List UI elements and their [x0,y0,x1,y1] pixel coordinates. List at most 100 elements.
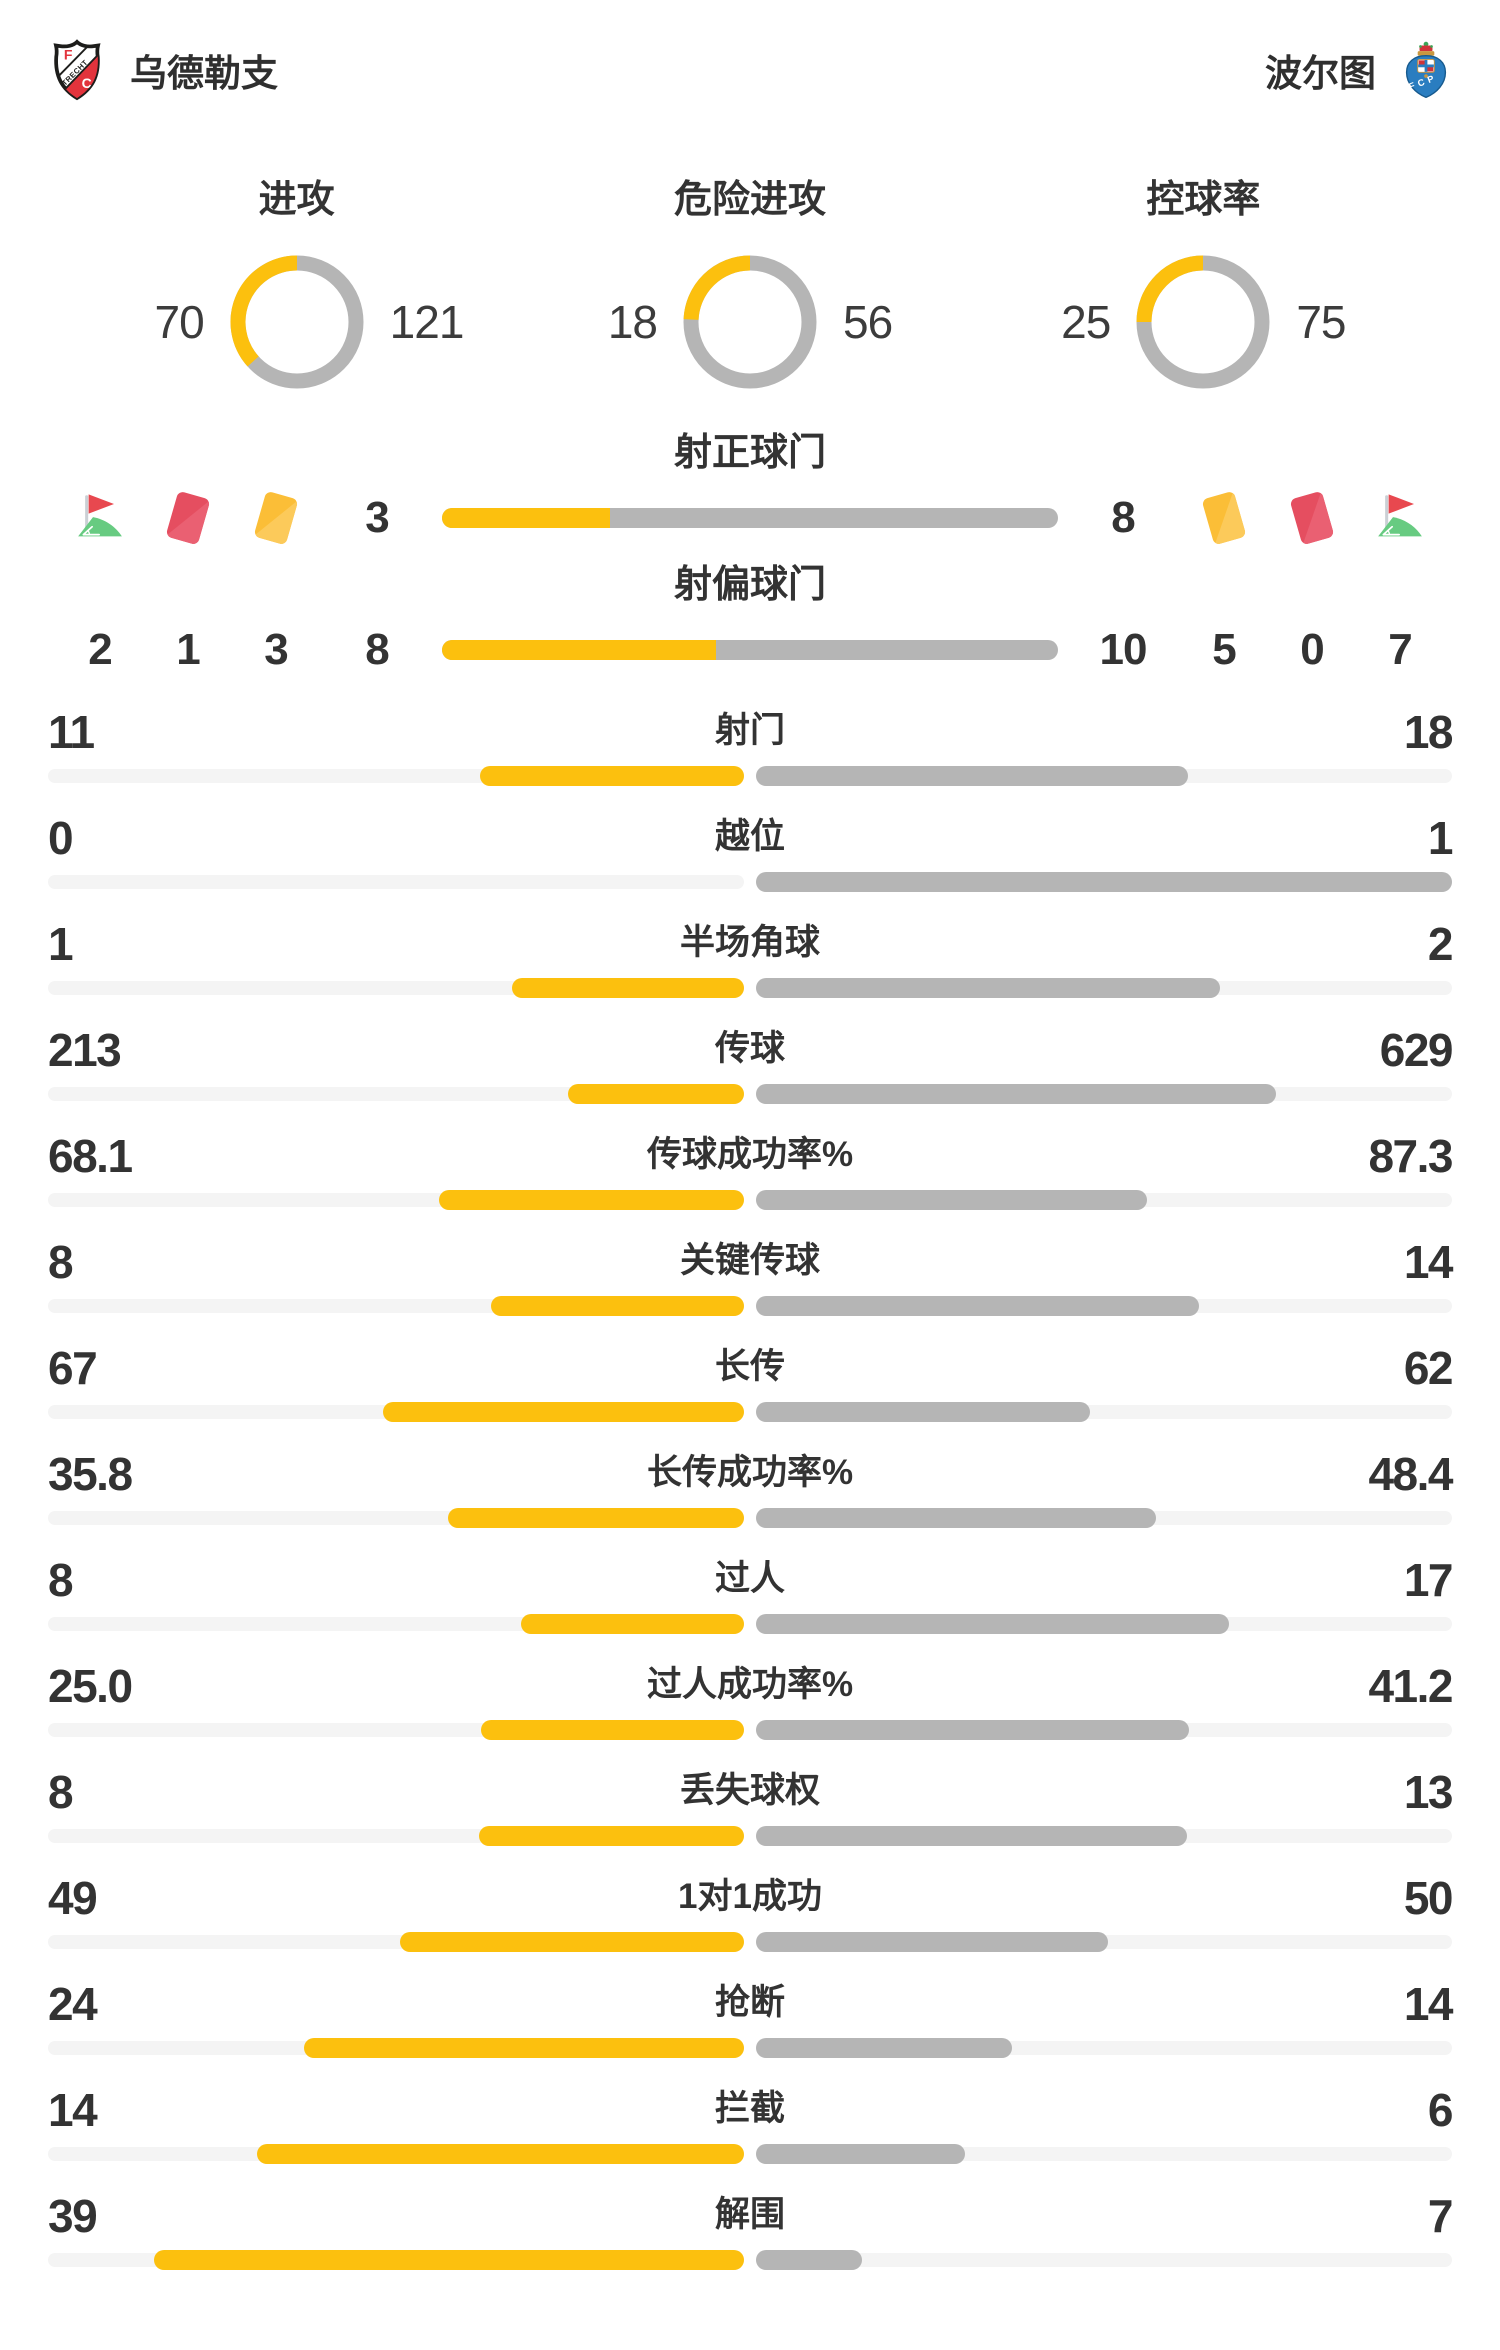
stat-label: 过人成功率% [646,1665,854,1704]
away-bar-fill [756,1720,1190,1740]
stat-bar [48,1296,1452,1316]
away-bar-half [756,1084,1452,1104]
home-stat-value: 8 [48,1554,74,1606]
shots-on-target-title: 射正球门 [673,432,826,474]
header: UTRECHT F C 乌德勒支 波尔图 FCP [0,0,1500,102]
home-bar-fill [567,1084,744,1104]
home-discipline-counts: 2 1 3 [56,621,312,679]
shots-section: 射正球门 3 8 [0,431,1500,679]
stat-bar [48,2038,1452,2058]
home-bar-half [48,2144,744,2164]
shots-off-target-bar [442,640,1058,660]
away-bar-half [756,1296,1452,1316]
corner-flag-icon [1372,489,1428,547]
away-discipline-counts: 5 0 7 [1188,621,1444,679]
away-bar-half [756,1614,1452,1634]
away-discipline-icons [1188,489,1444,547]
home-bar-fill [490,1296,744,1316]
stat-bar [48,2250,1452,2270]
stat-row: 14 拦截 6 [48,2083,1454,2189]
away-stat-value: 62 [1403,1342,1454,1394]
possession-donut-chart [1136,255,1270,389]
stat-bar [48,1614,1452,1634]
stat-row: 11 射门 18 [48,705,1454,811]
home-bar-half [48,1084,744,1104]
home-corners-count: 2 [88,625,112,674]
home-bar-half [48,872,744,892]
home-bar-fill [153,2250,744,2270]
home-bar-half [48,1190,744,1210]
stat-row: 35.8 长传成功率% 48.4 [48,1447,1453,1553]
away-stat-value: 13 [1403,1766,1454,1818]
away-bar-half [756,1826,1452,1846]
stat-row: 213 传球 629 [48,1023,1454,1129]
away-bar-fill [756,978,1221,998]
home-shots-on-target: 3 [365,493,389,542]
away-shots-on-target: 8 [1111,493,1135,542]
away-stat-value: 41.2 [1368,1660,1453,1712]
away-stat-value: 7 [1427,2190,1454,2242]
away-team: 波尔图 FCP [1265,40,1452,101]
home-stat-value: 0 [48,812,74,864]
stat-label: 关键传球 [679,1241,820,1280]
home-bar-half [48,1614,744,1634]
away-bar-half [756,2038,1452,2058]
home-bar-fill [521,1614,744,1634]
away-bar-fill [756,1190,1147,1210]
home-stat-value: 39 [48,2190,98,2242]
red-card-icon [1284,489,1340,547]
stat-label: 过人 [714,1559,785,1598]
away-bar-half [756,766,1452,786]
away-bar-fill [756,766,1188,786]
home-bar-fill [512,978,744,998]
stat-label: 丢失球权 [679,1771,820,1810]
away-bar-fill [756,1084,1276,1104]
home-bar-fill [399,1932,744,1952]
stat-bar [48,1190,1452,1210]
stat-label: 长传成功率% [646,1453,854,1492]
donut-dangerous-attacks: 危险进攻 18 56 [523,168,976,389]
away-bar-half [756,1932,1452,1952]
away-stat-value: 6 [1427,2084,1454,2136]
stat-row: 8 丢失球权 13 [48,1765,1454,1871]
svg-text:F: F [64,47,73,63]
stat-row: 8 关键传球 14 [48,1235,1454,1341]
stat-bar [48,766,1452,786]
stat-row: 67 长传 62 [48,1341,1454,1447]
stat-bar [48,1932,1452,1952]
home-bar-fill [382,1402,744,1422]
stat-row: 49 1对1成功 50 [48,1871,1454,1977]
stat-row: 8 过人 17 [48,1553,1454,1659]
stat-label: 1对1成功 [678,1877,822,1916]
stat-row: 25.0 过人成功率% 41.2 [48,1659,1453,1765]
stat-bar [48,1508,1452,1528]
home-shots-off-target: 8 [365,625,389,674]
home-bar-half [48,2038,744,2058]
home-bar-half [48,1720,744,1740]
shots-on-target-row: 3 8 [0,489,1500,547]
stat-label: 越位 [714,817,785,856]
stat-label: 射门 [714,711,785,750]
home-attacks-value: 70 [154,296,204,348]
stat-row: 24 抢断 14 [48,1977,1454,2083]
home-bar-half [48,2250,744,2270]
away-bar-half [756,1190,1452,1210]
red-card-icon [160,489,216,547]
stat-label: 抢断 [714,1983,785,2022]
home-discipline-icons [56,489,312,547]
shots-off-target-title: 射偏球门 [673,564,826,606]
away-bar-half [756,1508,1452,1528]
stat-row: 0 越位 1 [48,811,1454,917]
stat-bar [48,978,1452,998]
home-team-name: 乌德勒支 [130,53,278,94]
home-bar-fill [478,1826,744,1846]
away-bar-fill [756,1296,1199,1316]
stat-bar [48,2144,1452,2164]
home-stat-value: 67 [48,1342,98,1394]
home-bar-fill [304,2038,744,2058]
home-stat-value: 68.1 [48,1130,133,1182]
stat-row: 1 半场角球 2 [48,917,1454,1023]
home-red-cards-count: 1 [176,625,200,674]
home-stat-value: 8 [48,1236,74,1288]
away-stat-value: 629 [1379,1024,1454,1076]
